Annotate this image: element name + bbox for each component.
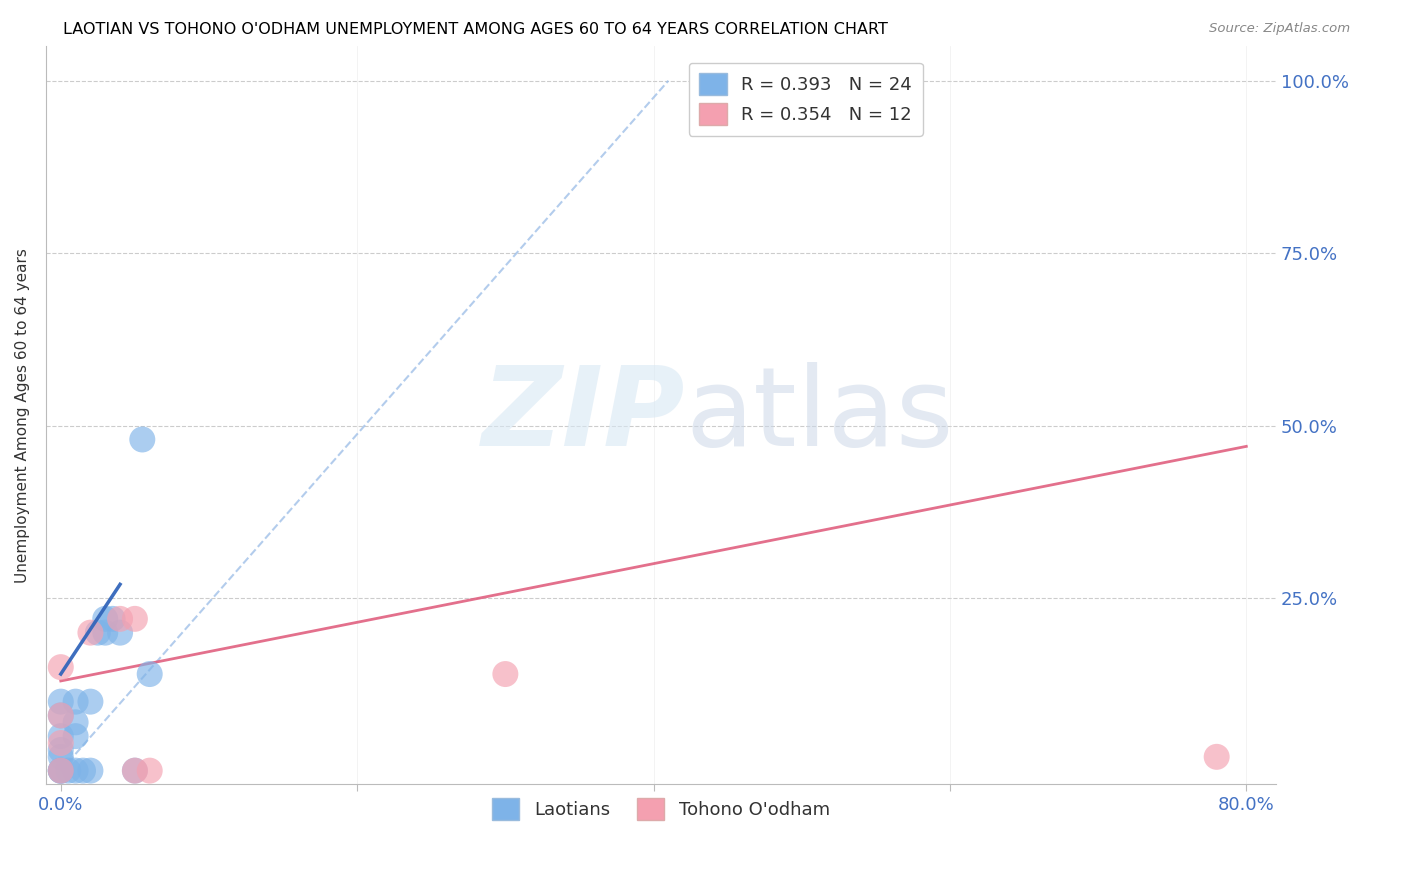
Point bbox=[49, 729, 72, 743]
Point bbox=[108, 612, 131, 626]
Point bbox=[494, 667, 516, 681]
Point bbox=[79, 764, 101, 778]
Point bbox=[58, 764, 80, 778]
Point bbox=[65, 715, 87, 730]
Point bbox=[108, 625, 131, 640]
Point bbox=[49, 764, 72, 778]
Point bbox=[49, 708, 72, 723]
Point bbox=[49, 764, 72, 778]
Y-axis label: Unemployment Among Ages 60 to 64 years: Unemployment Among Ages 60 to 64 years bbox=[15, 248, 30, 582]
Point bbox=[124, 764, 146, 778]
Point bbox=[49, 736, 72, 750]
Point bbox=[49, 695, 72, 709]
Point bbox=[49, 764, 72, 778]
Point bbox=[72, 764, 94, 778]
Point bbox=[79, 695, 101, 709]
Point bbox=[65, 764, 87, 778]
Point bbox=[101, 612, 124, 626]
Point bbox=[124, 764, 146, 778]
Point bbox=[65, 729, 87, 743]
Point bbox=[94, 625, 117, 640]
Text: LAOTIAN VS TOHONO O'ODHAM UNEMPLOYMENT AMONG AGES 60 TO 64 YEARS CORRELATION CHA: LAOTIAN VS TOHONO O'ODHAM UNEMPLOYMENT A… bbox=[63, 22, 889, 37]
Point bbox=[49, 660, 72, 674]
Text: Source: ZipAtlas.com: Source: ZipAtlas.com bbox=[1209, 22, 1350, 36]
Point bbox=[87, 625, 110, 640]
Point bbox=[65, 695, 87, 709]
Point bbox=[1205, 749, 1227, 764]
Point bbox=[138, 764, 160, 778]
Legend: Laotians, Tohono O'odham: Laotians, Tohono O'odham bbox=[485, 790, 837, 827]
Point bbox=[94, 612, 117, 626]
Point bbox=[49, 743, 72, 757]
Point bbox=[131, 433, 153, 447]
Text: atlas: atlas bbox=[686, 362, 955, 469]
Text: ZIP: ZIP bbox=[482, 362, 686, 469]
Point bbox=[702, 73, 724, 87]
Point bbox=[49, 764, 72, 778]
Point bbox=[138, 667, 160, 681]
Point bbox=[124, 612, 146, 626]
Point bbox=[49, 749, 72, 764]
Point bbox=[49, 708, 72, 723]
Point bbox=[79, 625, 101, 640]
